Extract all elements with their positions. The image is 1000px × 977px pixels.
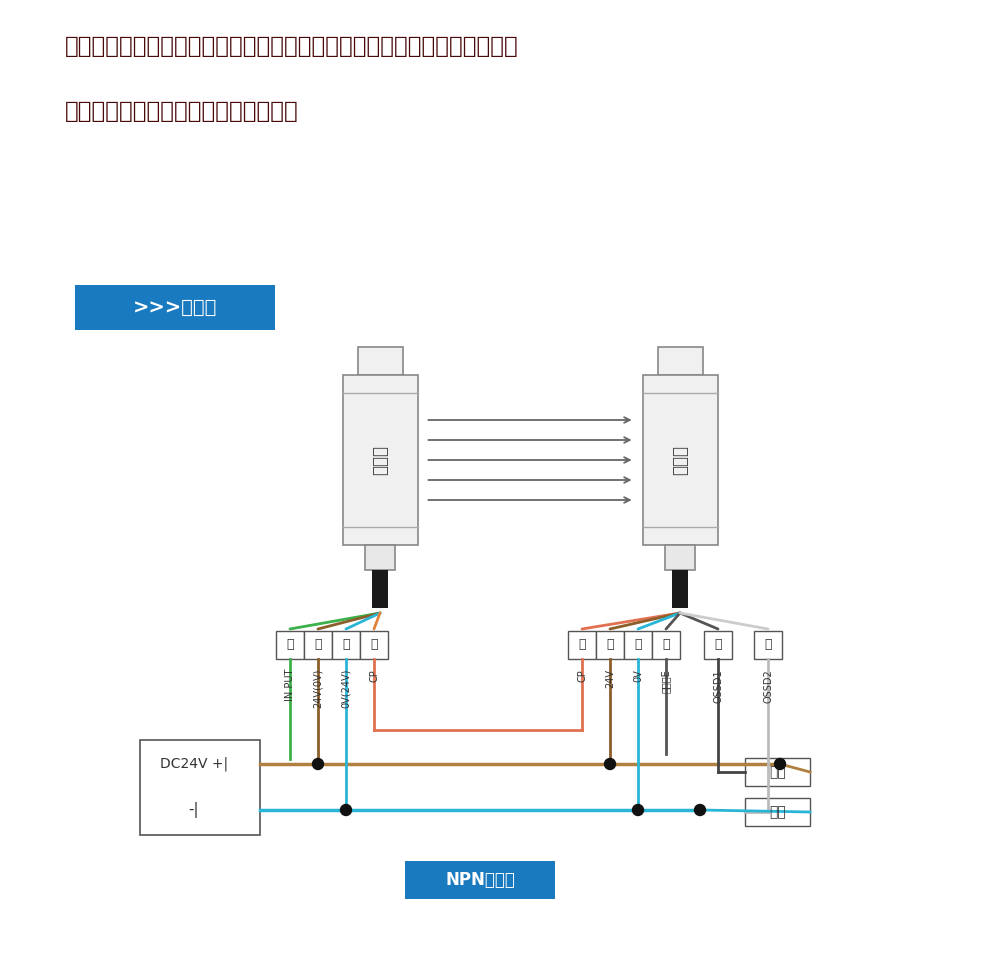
Bar (360, 631, 388, 659)
Text: 棕: 棕 (314, 639, 322, 652)
Text: 继电器E: 继电器E (661, 669, 671, 693)
Bar (596, 631, 624, 659)
Bar (624, 631, 652, 659)
Circle shape (694, 804, 706, 816)
Text: 0V: 0V (633, 669, 643, 682)
Text: CP: CP (369, 669, 379, 682)
Text: 蓝: 蓝 (342, 639, 350, 652)
Bar (405, 861, 555, 899)
Text: 发送器: 发送器 (371, 445, 389, 475)
Bar (372, 570, 388, 608)
Text: 棕: 棕 (606, 639, 614, 652)
Bar (365, 545, 395, 570)
Text: NPN接线图: NPN接线图 (445, 871, 515, 889)
Text: 负载: 负载 (769, 765, 786, 779)
Bar (658, 347, 702, 375)
Text: 黑: 黑 (662, 639, 670, 652)
Circle shape (312, 758, 324, 770)
Bar (665, 545, 695, 570)
Bar (672, 570, 688, 608)
Bar (652, 631, 680, 659)
Bar (642, 375, 718, 545)
Circle shape (340, 804, 352, 816)
Circle shape (604, 758, 616, 770)
Text: 24V(0V): 24V(0V) (313, 669, 323, 708)
Text: 绿: 绿 (286, 639, 294, 652)
Text: 0V(24V): 0V(24V) (341, 669, 351, 708)
Text: CP: CP (577, 669, 587, 682)
Text: 橙: 橙 (578, 639, 586, 652)
Text: IN PUT: IN PUT (285, 669, 295, 701)
Text: ，因此在工业生产中得到了广泛应用。: ，因此在工业生产中得到了广泛应用。 (65, 100, 299, 123)
Text: OSSD2: OSSD2 (763, 669, 773, 702)
Bar (754, 631, 782, 659)
Bar (332, 631, 360, 659)
Circle shape (633, 804, 644, 816)
Text: 24V: 24V (605, 669, 615, 688)
Text: 黑: 黑 (714, 639, 722, 652)
Bar (745, 758, 810, 786)
Bar (745, 798, 810, 826)
Text: >>>接线图: >>>接线图 (133, 298, 217, 317)
Bar (140, 740, 260, 835)
Bar (304, 631, 332, 659)
Bar (704, 631, 732, 659)
Bar (276, 631, 304, 659)
Text: 负载: 负载 (769, 805, 786, 819)
Text: 相较于其他物体计数方式，光栅计数具有相应速度快、抗干扰能力强等优点: 相较于其他物体计数方式，光栅计数具有相应速度快、抗干扰能力强等优点 (65, 35, 519, 58)
Bar (358, 347, 402, 375)
Bar (342, 375, 418, 545)
Bar (75, 285, 275, 330)
Text: 接收器: 接收器 (671, 445, 689, 475)
Text: 蓝: 蓝 (634, 639, 642, 652)
Text: -|: -| (189, 802, 199, 818)
Text: 白: 白 (764, 639, 772, 652)
Bar (568, 631, 596, 659)
Circle shape (774, 758, 786, 770)
Text: OSSD1: OSSD1 (713, 669, 723, 702)
Text: 橙: 橙 (370, 639, 378, 652)
Text: DC24V +|: DC24V +| (160, 757, 228, 771)
